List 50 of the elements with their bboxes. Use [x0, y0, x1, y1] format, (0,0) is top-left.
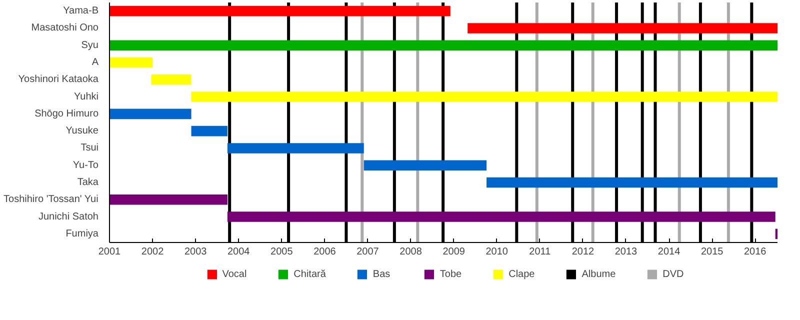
- bar: [110, 6, 450, 16]
- x-tick-label: 2012: [572, 246, 595, 258]
- x-tick-label: 2004: [228, 246, 250, 258]
- y-tick-label: Masatoshi Ono: [31, 22, 99, 34]
- y-tick-label: Yusuke: [66, 126, 99, 137]
- x-tick-label: 2015: [700, 246, 724, 258]
- bar: [227, 143, 364, 154]
- bar: [486, 177, 778, 188]
- bar: [191, 92, 778, 102]
- x-tick-label: 2007: [356, 246, 380, 258]
- legend-label: DVD: [662, 268, 684, 280]
- x-tick-label: 2016: [744, 246, 767, 258]
- x-tick-label: 2005: [270, 246, 294, 258]
- y-tick-label: Fumiya: [66, 228, 99, 240]
- y-tick-label: Yoshinori Kataoka: [18, 74, 99, 86]
- y-tick-label: Taka: [77, 177, 99, 188]
- bar: [364, 160, 487, 170]
- bar: [110, 40, 778, 50]
- x-tick-label: 2008: [400, 246, 422, 258]
- bar: [468, 23, 778, 34]
- bar: [151, 74, 192, 85]
- y-tick-label: A: [92, 57, 99, 68]
- y-tick-label: Yuhki: [74, 91, 99, 102]
- x-tick-label: 2006: [314, 246, 336, 258]
- x-tick-label: 2013: [614, 246, 638, 258]
- bar: [110, 194, 228, 205]
- y-tick-label: Junichi Satoh: [38, 211, 99, 222]
- x-tick-label: 2011: [529, 246, 552, 258]
- legend-label: Albume: [582, 268, 616, 280]
- bar: [110, 108, 192, 120]
- legend-label: Tobe: [440, 268, 462, 280]
- legend-label: Vocal: [222, 268, 247, 280]
- bar: [227, 212, 776, 222]
- bar: [110, 57, 153, 68]
- y-tick-label: Yu-To: [72, 160, 99, 171]
- x-tick-label: 2010: [486, 246, 508, 258]
- legend-label: Bas: [372, 268, 392, 280]
- x-tick-label: 2002: [141, 246, 164, 258]
- y-tick-label: Tsui: [80, 142, 99, 154]
- bar: [191, 126, 228, 136]
- y-tick-label: Toshihiro 'Tossan' Yui: [4, 194, 98, 206]
- x-tick-label: 2001: [98, 246, 122, 258]
- legend-label: Clape: [508, 268, 535, 280]
- y-tick-label: Yama-B: [63, 6, 99, 17]
- x-tick-label: 2009: [442, 246, 466, 258]
- x-tick-label: 2014: [658, 246, 681, 258]
- y-tick-label: Syu: [81, 40, 99, 51]
- legend-label: Chitară: [294, 268, 326, 280]
- x-tick-label: 2003: [184, 246, 208, 258]
- y-tick-label: Shōgo Himuro: [34, 108, 99, 120]
